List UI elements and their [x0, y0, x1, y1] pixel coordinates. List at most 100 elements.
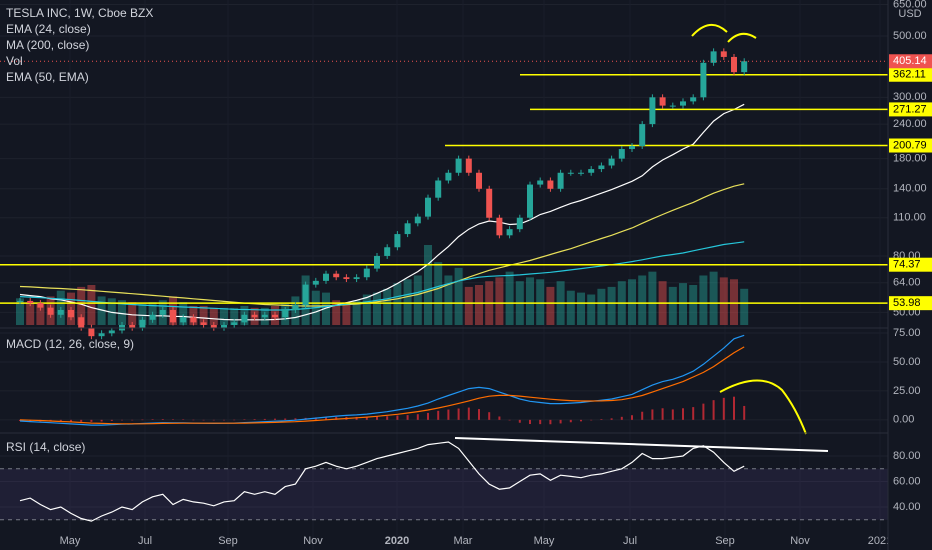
macd-histogram-bar — [386, 416, 389, 420]
volume-bar — [209, 307, 218, 325]
candle-body — [57, 309, 64, 315]
macd-histogram-bar — [376, 416, 378, 420]
candle-body — [374, 255, 380, 269]
macd-histogram-bar — [161, 419, 164, 420]
macd-histogram-bar — [671, 409, 674, 420]
volume-bar — [444, 275, 453, 325]
macd-histogram-bar — [19, 419, 21, 422]
macd-histogram-bar — [467, 407, 470, 420]
x-tick-label: Sep — [218, 535, 238, 547]
candle-body — [425, 197, 431, 217]
volume-bar — [454, 267, 463, 325]
volume-bar — [332, 300, 341, 325]
candle-body — [37, 303, 44, 308]
y-tick-label: 40.00 — [893, 501, 921, 513]
candle-body — [649, 97, 656, 125]
candle-body — [78, 317, 85, 328]
candle-body — [578, 172, 584, 174]
volume-bar — [220, 307, 228, 325]
macd-histogram-bar — [590, 419, 593, 421]
macd-histogram-bar — [620, 416, 623, 420]
y-tick-label: 300.00 — [893, 91, 927, 103]
macd-histogram-bar — [692, 407, 695, 420]
macd-histogram-bar — [416, 414, 419, 420]
candle-body — [690, 97, 697, 102]
last-price-label: 405.14 — [893, 55, 927, 67]
level-label: 362.11 — [893, 69, 926, 81]
level-tag — [889, 102, 932, 117]
candle-body — [588, 169, 595, 173]
x-tick-label: 2021 — [868, 535, 892, 547]
macd-histogram-bar — [733, 396, 735, 420]
y-tick-label: 64.00 — [893, 277, 921, 289]
macd-histogram-bar — [90, 419, 93, 422]
macd-histogram-bar — [325, 417, 327, 420]
macd-histogram-bar — [722, 397, 725, 420]
y-tick-label: 140.00 — [893, 183, 927, 195]
volume-bar — [628, 279, 636, 325]
candle-body — [516, 217, 523, 230]
x-tick-label: May — [534, 535, 555, 547]
candle-body — [476, 172, 482, 189]
candle-body — [241, 314, 248, 323]
macd-histogram-bar — [253, 419, 256, 420]
macd-histogram-bar — [243, 419, 246, 420]
plot: May Jul Sep Nov 2020 Mar May Jul Sep Nov 2021 — [0, 48, 892, 547]
drawing-arc — [691, 24, 728, 37]
macd-histogram-bar — [182, 419, 185, 420]
volume-bar — [36, 304, 45, 325]
y-tick-label: 0.00 — [893, 414, 914, 426]
macd-histogram-bar — [110, 419, 113, 421]
macd-histogram-bar — [610, 418, 613, 420]
volume-bar — [546, 286, 555, 325]
volume-bar — [699, 275, 708, 325]
overlay-line — [19, 103, 745, 321]
candle-body — [404, 223, 411, 235]
legend-entry: Vol — [6, 54, 23, 68]
volume-bar — [689, 285, 698, 325]
volume-bar — [709, 271, 718, 325]
candle-body — [251, 314, 258, 318]
macd-histogram-bar — [396, 415, 399, 420]
macd-histogram-bar — [223, 419, 225, 421]
x-tick-label: Jul — [138, 535, 152, 547]
macd-histogram-bar — [427, 412, 429, 420]
candle-body — [608, 158, 615, 166]
macd-histogram-bar — [529, 419, 531, 425]
legend-entry: MA (200, close) — [6, 38, 89, 52]
candle-body — [47, 307, 54, 315]
level-label: 74.37 — [893, 259, 921, 271]
volume-bar — [118, 300, 126, 325]
macd-histogram-bar — [457, 408, 460, 420]
volume-bar — [526, 277, 534, 325]
volume-bar — [230, 307, 239, 325]
volume-bar — [566, 290, 575, 325]
macd-histogram-bar — [202, 419, 205, 421]
y-tick-label: 650.00 — [893, 0, 927, 10]
candle-body — [639, 124, 646, 146]
volume-bar — [97, 296, 106, 325]
x-tick-label: Nov — [303, 535, 323, 547]
macd-histogram-bar — [100, 419, 103, 422]
macd-histogram-bar — [559, 419, 562, 424]
candle-body — [455, 158, 462, 173]
volume-bar — [638, 275, 647, 325]
candle-body — [659, 97, 666, 106]
candle-body — [710, 51, 717, 63]
price-scale — [888, 0, 932, 550]
volume-bar — [403, 279, 412, 325]
candle-body — [669, 105, 676, 107]
volume-bar — [536, 279, 545, 325]
volume-bar — [352, 300, 361, 325]
grid — [0, 4, 888, 508]
candle-body — [720, 51, 727, 57]
candle-body — [506, 229, 513, 236]
candle-body — [333, 273, 340, 278]
macd-histogram-bar — [498, 416, 501, 420]
candle-body — [598, 165, 605, 170]
macd-histogram-bar — [284, 418, 287, 420]
macd-histogram-bar — [488, 412, 491, 420]
volume-bar — [383, 288, 392, 325]
